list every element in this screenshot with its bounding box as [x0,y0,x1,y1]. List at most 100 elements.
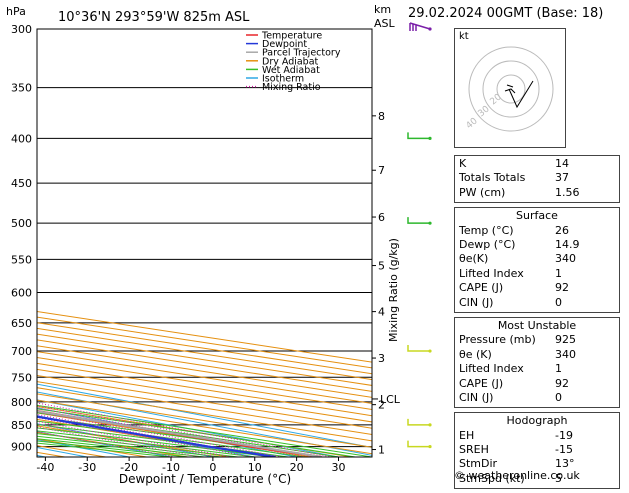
surface-row-label: θe(K) [459,252,489,266]
credit-text: © weatheronline.co.uk [454,469,580,482]
x-tick-label: 0 [209,461,216,474]
hodograph_params-row-value: -19 [555,428,573,442]
height-tick-label: 1 [378,444,385,457]
hodograph_params-row: StmSpd (kt) 5 [459,472,615,486]
height-tick-label: 3 [378,352,385,365]
legend-label-mixing-ratio: Mixing Ratio [262,82,321,93]
wet-adiabat-line [37,430,255,457]
x-tick-label: 10 [248,461,262,474]
pressure-tick-label: 450 [11,177,32,190]
height-unit-asl: ASL [374,17,396,30]
indices-row-value: 37 [555,171,569,185]
most_unstable-row: Pressure (mb) 925 [459,333,615,347]
pressure-tick-label: 550 [11,253,32,266]
surface-row: Lifted Index 1 [459,267,615,281]
x-tick-label: -30 [78,461,96,474]
indices-row-label: PW (cm) [459,185,506,199]
wet-adiabat-line [37,420,306,457]
hodograph_params-row: SREH -15 [459,443,615,457]
most_unstable-row: CIN (J) 0 [459,391,615,405]
hodograph_params-row-value: -15 [555,443,573,457]
x-axis-title: Dewpoint / Temperature (°C) [119,472,291,486]
pressure-tick-label: 500 [11,217,32,230]
height-tick-label: 8 [378,110,385,123]
height-tick-label: 4 [378,306,385,319]
most_unstable-row: CAPE (J) 92 [459,377,615,391]
pressure-tick-label: 300 [11,23,32,36]
wet-adiabat-line [37,412,339,457]
wind-barb-dot [428,27,432,31]
stability-indices-box: K 14 Totals Totals 37 PW (cm) 1.56 [454,155,620,204]
most_unstable-row-label: Pressure (mb) [459,333,536,347]
most_unstable-row-value: 340 [555,347,576,361]
pressure-tick-label: 600 [11,286,32,299]
most_unstable-row-value: 1 [555,362,562,376]
pressure-tick-label: 900 [11,441,32,454]
isotherm-line [0,29,4,457]
indices-panel: K 14 Totals Totals 37 PW (cm) 1.56 Surface Te… [454,155,620,493]
wind-barb-dot [428,444,432,449]
wet-adiabat-line [37,408,356,457]
legend-label-parcel-trajectory: Parcel Trajectory [262,48,341,59]
most_unstable-row-label: CAPE (J) [459,376,504,390]
hodograph_params-row: StmDir 13° [459,457,615,471]
most_unstable-row-value: 0 [555,390,562,404]
surface-row-value: 14.9 [555,237,580,251]
pressure-tick-label: 700 [11,345,32,358]
lcl-label: LCL [380,393,401,406]
x-tick-label: -40 [36,461,54,474]
wet-adiabat-line [37,433,239,457]
surface-row: θe(K) 340 [459,252,615,266]
wind-barb-500 [407,217,430,224]
indices-row-label: K [459,157,467,170]
legend-label-dewpoint: Dewpoint [262,39,307,50]
right-axis-title: Mixing Ratio (g/kg) [387,238,400,342]
surface-row-label: Lifted Index [459,266,524,280]
dry-adiabat-line [37,451,65,457]
dry-adiabat-line [37,374,372,429]
legend-label-wet-adiabat: Wet Adiabat [262,65,320,76]
surface-row-label: Dewp (°C) [459,237,516,251]
indices-row: K 14 [459,157,615,171]
legend-label-isotherm: Isotherm [262,74,304,85]
hodograph_params-row-value: 5 [555,471,562,485]
wind-barb-300 [409,22,431,31]
pressure-tick-label: 400 [11,132,32,145]
surface-row: Temp (°C) 26 [459,224,615,238]
surface-row-label: CIN (J) [459,295,494,309]
hodograph-trace [508,80,534,109]
hodograph-plot: kt 40 30 20 [459,31,554,132]
legend-label-dry-adiabat: Dry Adiabat [262,56,319,67]
pressure-tick-label: 800 [11,396,32,409]
hodograph_params-row: EH -19 [459,429,615,443]
isotherm-line [37,383,372,448]
pressure-tick-label: 750 [11,371,32,384]
hodograph-params-box: Hodograph EH -19 SREH -15 StmDir 13° StmSpd (k… [454,412,620,490]
hodograph_params-row-value: 13° [555,457,575,471]
datetime-header: 29.02.2024 00GMT (Base: 18) [408,6,604,21]
series-parcel-trajectory [37,410,322,457]
pressure-unit-label: hPa [6,5,26,18]
surface-row: CIN (J) 0 [459,296,615,310]
surface-row-value: 0 [555,295,562,309]
dry-adiabat-line [37,362,372,417]
height-tick-label: 2 [378,399,385,412]
indices-row: PW (cm) 1.56 [459,186,615,200]
legend-label-temperature: Temperature [261,31,322,42]
isotherm-line [37,391,372,456]
plot-frame [36,28,373,458]
most_unstable-row: Lifted Index 1 [459,362,615,376]
hodo-ring-mid [482,60,540,118]
hodograph_params-row-label: StmDir [459,457,498,471]
dry-adiabat-line [37,368,372,423]
x-tick-label: 20 [290,461,304,474]
surface-row-value: 340 [555,252,576,266]
dry-adiabat-line [37,406,352,457]
wind-barb-dot [428,423,432,427]
hodograph-params-title: Hodograph [506,414,568,428]
series-dewpoint [37,415,276,457]
pressure-tick-label: 850 [11,419,32,432]
dry-adiabat-line [37,387,372,442]
hodograph_params-row-label: SREH [459,443,489,457]
x-tick-label: -20 [120,461,138,474]
